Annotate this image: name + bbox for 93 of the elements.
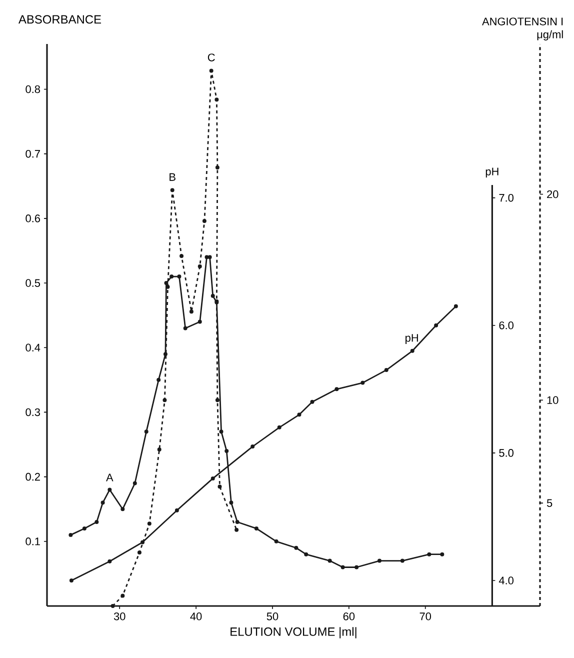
point — [94, 520, 99, 524]
point — [218, 484, 222, 489]
x-tick-label: 60 — [343, 612, 355, 620]
point — [410, 348, 414, 353]
y-tick-label: 0.5 — [26, 279, 40, 287]
point — [147, 522, 152, 526]
y-axis-title: ABSORBANCE — [18, 15, 101, 24]
point — [177, 274, 182, 279]
y2-tick-label: 7.0 — [499, 194, 514, 202]
y-tick-label: 0.2 — [26, 472, 40, 481]
point — [229, 500, 234, 505]
point — [198, 320, 202, 324]
point — [208, 255, 212, 260]
point — [140, 540, 145, 544]
y-tick-label: 0.7 — [26, 150, 40, 158]
point — [162, 398, 167, 402]
point — [157, 448, 162, 452]
point — [174, 508, 179, 512]
point — [164, 281, 168, 286]
point — [310, 400, 314, 404]
point — [297, 412, 302, 417]
point — [434, 323, 438, 328]
y3-tick-label: 20 — [547, 190, 558, 198]
point — [254, 526, 258, 530]
y3-tick-label: 10 — [547, 396, 558, 404]
point — [250, 444, 255, 449]
point — [214, 98, 219, 102]
y3-axis-title: ANGIOTENSIN I μg/ml — [482, 18, 563, 40]
point — [108, 559, 112, 564]
annotation: C — [208, 54, 215, 62]
y3-tick-label: 5 — [546, 499, 552, 507]
annotation: pH — [406, 334, 418, 344]
point — [170, 188, 174, 192]
point — [378, 558, 382, 563]
point — [277, 425, 282, 430]
point — [215, 166, 220, 170]
x-axis-title: ELUTION VOLUME |ml| — [230, 627, 356, 638]
point — [189, 310, 194, 314]
point — [340, 565, 345, 570]
y-tick-label: 0.4 — [26, 344, 40, 352]
y-tick-label: 0.1 — [26, 538, 40, 546]
point — [454, 304, 458, 308]
point — [198, 264, 202, 268]
annotation: B — [170, 173, 176, 181]
point — [170, 274, 174, 279]
point — [210, 294, 215, 298]
x-tick-label: 50 — [266, 612, 278, 620]
point — [69, 578, 74, 582]
point — [427, 552, 432, 556]
point — [100, 500, 105, 505]
point — [180, 254, 184, 258]
y2-axis-title: pH — [486, 168, 498, 178]
point — [183, 326, 188, 330]
point — [204, 255, 209, 260]
point — [82, 526, 86, 530]
point — [144, 430, 148, 434]
point — [215, 398, 220, 402]
y-tick-label: 0.8 — [26, 85, 40, 94]
point — [234, 528, 239, 532]
y2-tick-label: 5.0 — [499, 449, 514, 457]
point — [209, 68, 214, 73]
point — [156, 378, 161, 382]
point — [110, 604, 115, 608]
point — [440, 552, 444, 556]
point — [360, 380, 365, 385]
y-tick-label: 0.6 — [26, 214, 40, 222]
point — [235, 520, 240, 524]
y2-tick-label: 4.0 — [498, 576, 514, 584]
point — [120, 507, 125, 512]
annotation: A — [106, 474, 114, 482]
point — [120, 594, 125, 598]
point — [334, 387, 339, 392]
point — [354, 565, 359, 570]
point — [294, 546, 298, 550]
point — [137, 550, 142, 554]
point — [210, 476, 215, 480]
point — [274, 539, 278, 544]
point — [219, 430, 224, 434]
point — [68, 532, 73, 537]
point — [202, 219, 206, 224]
point — [400, 558, 404, 563]
point — [224, 448, 229, 453]
point — [108, 488, 112, 492]
point — [163, 352, 168, 356]
point — [384, 368, 388, 372]
point — [328, 558, 332, 563]
x-tick-label: 40 — [190, 612, 202, 620]
x-tick-label: 30 — [114, 612, 126, 620]
x-tick-label: 70 — [420, 612, 432, 620]
point — [132, 481, 137, 486]
y2-tick-label: 6.0 — [499, 322, 514, 330]
point — [304, 552, 308, 556]
y-tick-label: 0.3 — [26, 408, 40, 416]
